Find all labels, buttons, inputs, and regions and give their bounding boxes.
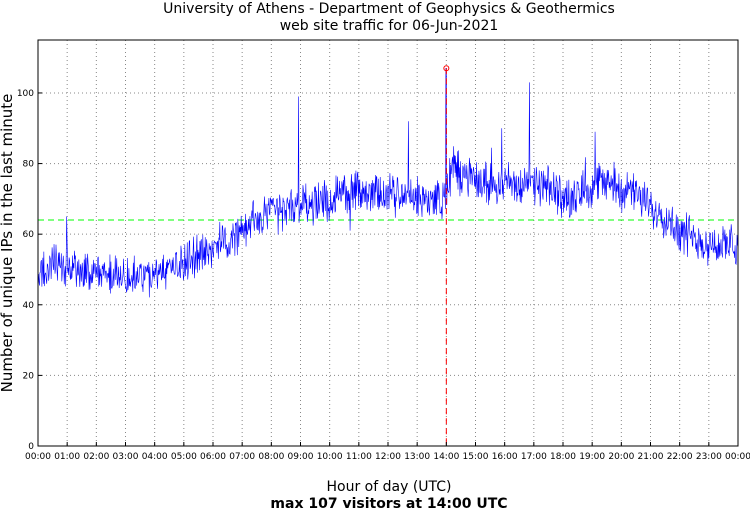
y-tick-label: 80 [23,160,35,170]
x-tick-label: 21:00 [638,452,664,462]
x-axis-label: Hour of day (UTC) [327,479,452,495]
x-tick-label: 06:00 [200,452,226,462]
x-tick-label: 05:00 [171,452,197,462]
series-layer [37,67,739,298]
x-tick-label: 00:00 [725,452,750,462]
x-tick-label: 04:00 [142,452,168,462]
max-point-marker [443,65,450,72]
x-tick-label: 08:00 [258,452,284,462]
x-tick-label: 02:00 [83,452,109,462]
x-tick-label: 07:00 [229,452,255,462]
grid-layer [38,40,738,446]
x-tick-label: 22:00 [667,452,693,462]
x-tick-label: 15:00 [463,452,489,462]
y-tick-label: 40 [23,301,35,311]
x-tick-labels: 00:00 01:00 02:00 03:00 04:00 05:00 06:00 07:00… [25,442,750,462]
x-tick-label: 14:00 [433,452,459,462]
x-tick-label: 13:00 [404,452,430,462]
series-line-visitors [37,67,739,298]
max-layer [443,65,450,446]
x-tick-label: 10:00 [317,452,343,462]
x-tick-label: 19:00 [579,452,605,462]
x-tick-label: 01:00 [54,452,80,462]
x-tick-label: 03:00 [113,452,139,462]
x-tick-label: 12:00 [375,452,401,462]
x-tick-label: 17:00 [521,452,547,462]
chart-title: University of Athens - Department of Geo… [163,1,615,17]
x-tick-label: 09:00 [288,452,314,462]
x-tick-label: 00:00 [25,452,51,462]
y-axis-label: Number of unique IPs in the last minute [0,94,16,393]
y-tick-label: 0 [28,442,34,452]
chart-caption: max 107 visitors at 14:00 UTC [270,496,507,511]
chart-subtitle: web site traffic for 06-Jun-2021 [280,18,499,34]
x-tick-label: 18:00 [550,452,576,462]
x-tick-label: 16:00 [492,452,518,462]
x-tick-label: 23:00 [696,452,722,462]
x-tick-label: 11:00 [346,452,372,462]
x-tick-label: 20:00 [608,452,634,462]
y-tick-label: 20 [23,371,35,381]
y-tick-label: 60 [23,230,35,240]
y-tick-labels: 0 20 40 60 80 100 [17,89,42,452]
y-tick-label: 100 [17,89,34,99]
